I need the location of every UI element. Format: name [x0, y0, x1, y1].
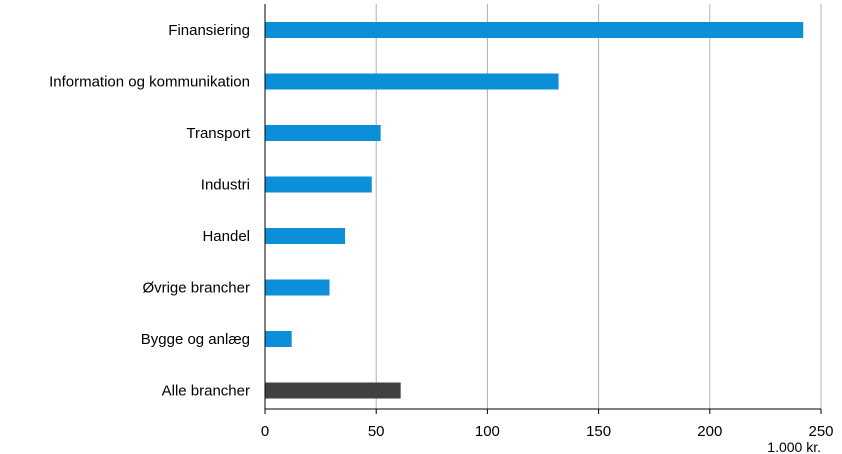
category-label: Industri — [201, 177, 250, 194]
bar — [265, 382, 401, 399]
bars — [265, 22, 804, 399]
gridlines — [375, 4, 822, 409]
bar — [265, 279, 330, 296]
category-label: Handel — [202, 228, 250, 245]
category-labels: Finansiering Information og kommunikation… — [49, 22, 251, 400]
x-tick-label: 0 — [261, 423, 269, 440]
x-axis: 0 50 100 150 200 250 — [261, 4, 834, 440]
x-tick-label: 200 — [697, 423, 722, 440]
category-label: Transport — [186, 125, 250, 142]
x-tick-label: 150 — [586, 423, 611, 440]
bar — [265, 228, 346, 244]
bar — [265, 73, 559, 90]
x-axis-unit-label: 1.000 kr. — [767, 439, 821, 454]
bar — [265, 22, 804, 38]
bar — [265, 331, 292, 347]
bar — [265, 176, 372, 193]
category-label: Alle brancher — [162, 383, 250, 400]
bar — [265, 125, 381, 141]
category-label: Bygge og anlæg — [141, 331, 250, 348]
x-tick-label: 100 — [475, 423, 500, 440]
category-label: Information og kommunikation — [49, 74, 250, 91]
category-label: Finansiering — [168, 22, 250, 39]
x-tick-label: 50 — [368, 423, 385, 440]
category-label: Øvrige brancher — [142, 280, 250, 297]
x-tick-label: 250 — [808, 423, 833, 440]
